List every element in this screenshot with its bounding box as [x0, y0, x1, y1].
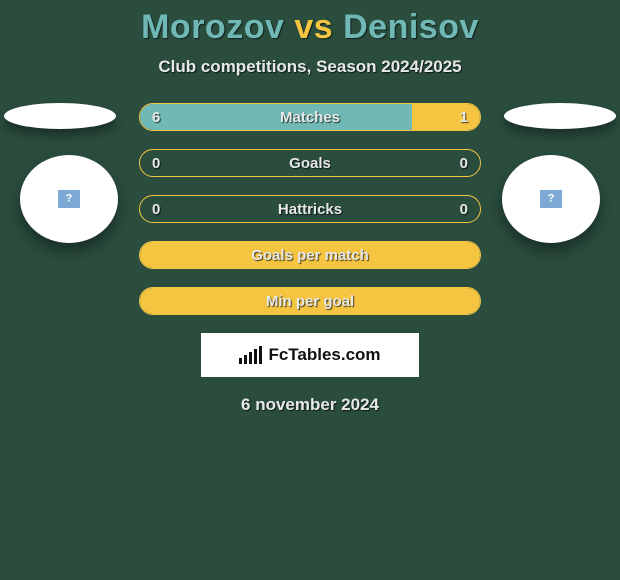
bar-hattricks-label: Hattricks — [278, 201, 342, 218]
bar-mpg-label: Min per goal — [266, 293, 354, 310]
title-vs: vs — [294, 8, 333, 46]
bar-goals-per-match: Goals per match — [139, 241, 481, 269]
placeholder-icon — [58, 190, 80, 208]
logo-text-a: Fc — [268, 345, 288, 364]
bar-goals-left-value: 0 — [152, 155, 160, 172]
date-label: 6 november 2024 — [0, 395, 620, 415]
placeholder-icon — [540, 190, 562, 208]
avatar-player1 — [20, 155, 118, 243]
bar-matches-label: Matches — [280, 109, 340, 126]
bar-goals-label: Goals — [289, 155, 331, 172]
bar-matches-right-fill — [412, 104, 480, 130]
bar-hattricks-left-value: 0 — [152, 201, 160, 218]
bar-matches-left-value: 6 — [152, 109, 160, 126]
logo-box[interactable]: FcTables.com — [201, 333, 419, 377]
flag-left — [4, 103, 116, 129]
avatar-player2 — [502, 155, 600, 243]
title-player1: Morozov — [141, 8, 284, 46]
stat-bars: 6 Matches 1 0 Goals 0 0 Hattricks 0 Goal… — [139, 103, 481, 315]
bar-hattricks: 0 Hattricks 0 — [139, 195, 481, 223]
title-player2: Denisov — [343, 8, 479, 46]
comparison-stage: 6 Matches 1 0 Goals 0 0 Hattricks 0 Goal… — [0, 103, 620, 415]
bar-min-per-goal: Min per goal — [139, 287, 481, 315]
bar-gpm-label: Goals per match — [251, 247, 369, 264]
signal-icon — [239, 346, 262, 364]
bar-matches-right-value: 1 — [460, 109, 468, 126]
logo-text: FcTables.com — [268, 345, 380, 365]
subtitle: Club competitions, Season 2024/2025 — [0, 57, 620, 77]
bar-goals: 0 Goals 0 — [139, 149, 481, 177]
page-title: Morozov vs Denisov — [0, 0, 620, 47]
bar-hattricks-right-value: 0 — [460, 201, 468, 218]
bar-goals-right-value: 0 — [460, 155, 468, 172]
bar-matches-left-fill — [140, 104, 412, 130]
flag-right — [504, 103, 616, 129]
logo-text-b: Tables.com — [288, 345, 380, 364]
bar-matches: 6 Matches 1 — [139, 103, 481, 131]
